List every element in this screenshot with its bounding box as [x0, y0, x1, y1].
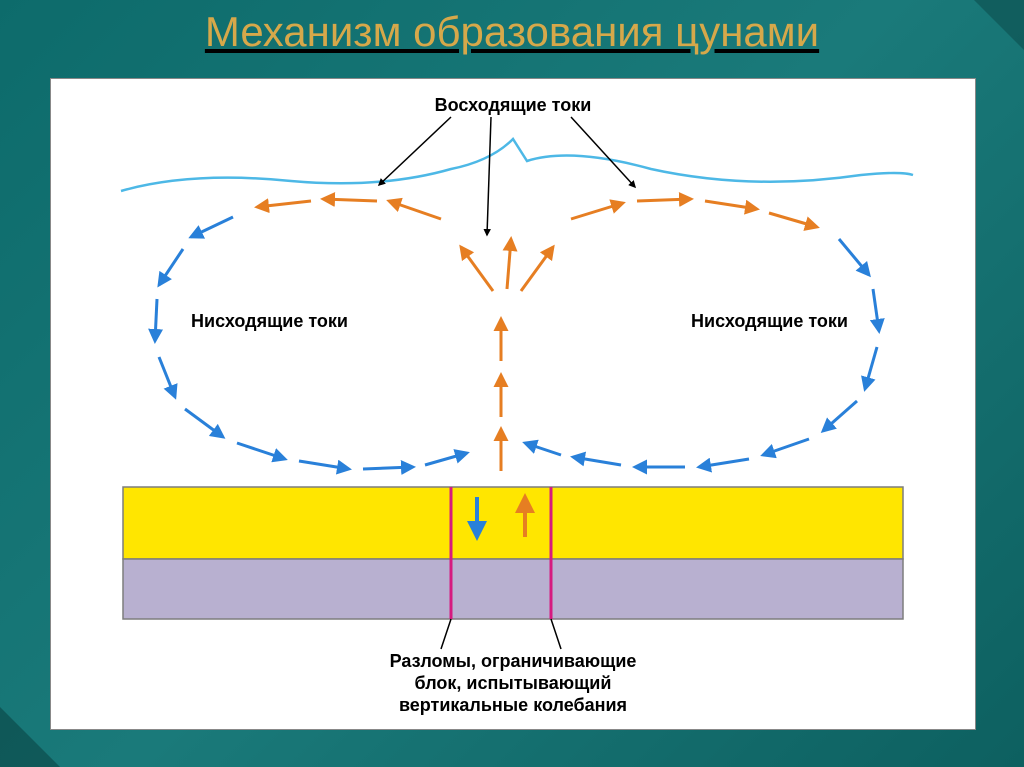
downwelling-arrow [159, 357, 175, 397]
downwelling-arrow [237, 443, 285, 459]
lower-crust-layer [123, 559, 903, 619]
label-downwelling-left: Нисходящие токи [191, 311, 348, 331]
upper-crust-layer [123, 487, 903, 559]
downwelling-arrow [823, 401, 857, 431]
label-leader-arrow [487, 117, 491, 235]
diagram-panel: Восходящие токи Нисходящие токи Нисходящие… [50, 78, 976, 730]
downwelling-arrow [865, 347, 877, 389]
downwelling-arrow [763, 439, 809, 455]
label-upwelling: Восходящие токи [435, 95, 592, 115]
downwelling-arrow [191, 217, 233, 237]
upwelling-arrow [507, 239, 511, 289]
sea-surface-line [121, 139, 913, 191]
downwelling-arrow [425, 453, 467, 465]
label-downwelling-right: Нисходящие токи [691, 311, 848, 331]
downwelling-arrow [155, 299, 157, 341]
caption-line-3: вертикальные колебания [399, 695, 627, 715]
slide-container: Механизм образования цунами Восходящие т… [0, 0, 1024, 767]
downwelling-arrow [573, 457, 621, 465]
upwelling-arrow [705, 201, 757, 209]
caption-line-2: блок, испытывающий [415, 673, 612, 693]
upwelling-arrow [769, 213, 817, 227]
downwelling-arrow [185, 409, 223, 437]
slide-title: Механизм образования цунами [0, 8, 1024, 56]
downwelling-arrow [159, 249, 183, 285]
upwelling-arrow [389, 201, 441, 219]
downwelling-arrow [525, 443, 561, 455]
downwelling-arrow [363, 467, 413, 469]
downwelling-arrow [299, 461, 349, 469]
upwelling-arrow [521, 247, 553, 291]
caption-line-1: Разломы, ограничивающие [390, 651, 637, 671]
caption-leader-line [441, 619, 451, 649]
upwelling-arrow [637, 199, 691, 201]
slide-title-text: Механизм образования цунами [205, 8, 819, 55]
tsunami-diagram: Восходящие токи Нисходящие токи Нисходящие… [51, 79, 975, 729]
downwelling-arrow [839, 239, 869, 275]
upwelling-arrow [323, 199, 377, 201]
downwelling-arrow [873, 289, 879, 331]
downwelling-arrow [699, 459, 749, 467]
upwelling-arrow [461, 247, 493, 291]
label-leader-arrow [379, 117, 451, 185]
upwelling-arrow [257, 201, 311, 207]
upwelling-arrow [571, 203, 623, 219]
caption-leader-line [551, 619, 561, 649]
label-leader-arrow [571, 117, 635, 187]
